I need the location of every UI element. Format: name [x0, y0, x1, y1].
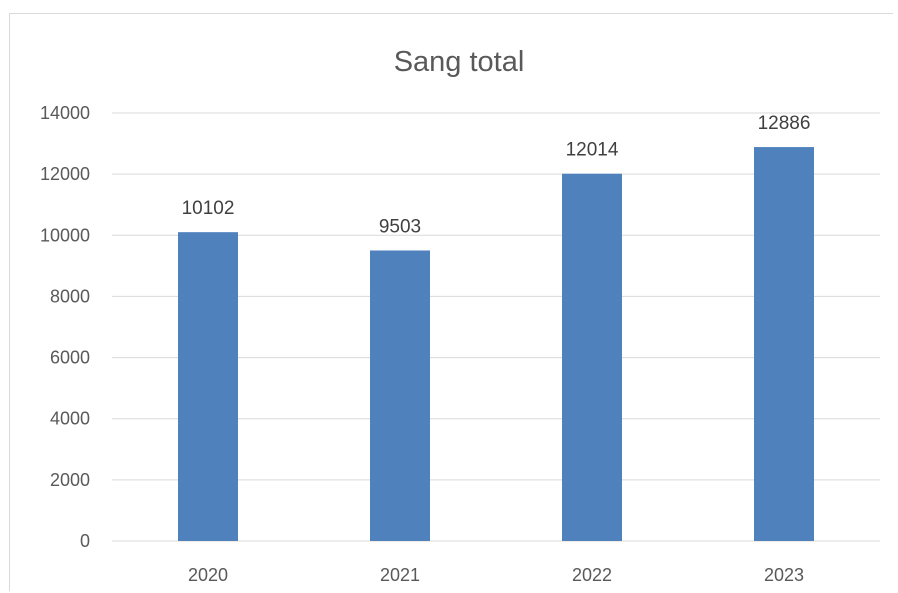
- x-tick-label-2020: 2020: [188, 565, 228, 585]
- y-tick-label: 0: [80, 531, 90, 551]
- data-labels: 10102 9503 12014 12886: [182, 113, 811, 237]
- x-tick-label-2022: 2022: [572, 565, 612, 585]
- bars: [178, 147, 814, 542]
- gridlines: [112, 112, 880, 542]
- x-tick-label-2023: 2023: [764, 565, 804, 585]
- data-label-2020: 10102: [182, 198, 235, 219]
- y-tick-label: 12000: [40, 164, 90, 184]
- data-label-2021: 9503: [379, 216, 421, 237]
- y-tick-label: 8000: [50, 286, 90, 306]
- bar-2022: [562, 173, 622, 542]
- chart-title: Sang total: [394, 46, 525, 78]
- x-tick-label-2021: 2021: [380, 565, 420, 585]
- bar-2023: [754, 147, 814, 541]
- y-tick-label: 10000: [40, 225, 90, 245]
- y-tick-label: 2000: [50, 470, 90, 490]
- y-tick-label: 6000: [50, 348, 90, 368]
- data-label-2022: 12014: [566, 140, 619, 161]
- chart-frame: [9, 13, 893, 591]
- y-tick-label: 4000: [50, 409, 90, 429]
- x-axis-tick-labels: 2020 2021 2022 2023: [188, 565, 804, 585]
- data-label-2023: 12886: [758, 113, 811, 134]
- bar-2020: [178, 232, 238, 542]
- y-tick-label: 14000: [40, 103, 90, 123]
- bar-2021: [370, 250, 430, 541]
- y-axis-tick-labels: 0 2000 4000 6000 8000 10000 12000 14000: [40, 103, 90, 551]
